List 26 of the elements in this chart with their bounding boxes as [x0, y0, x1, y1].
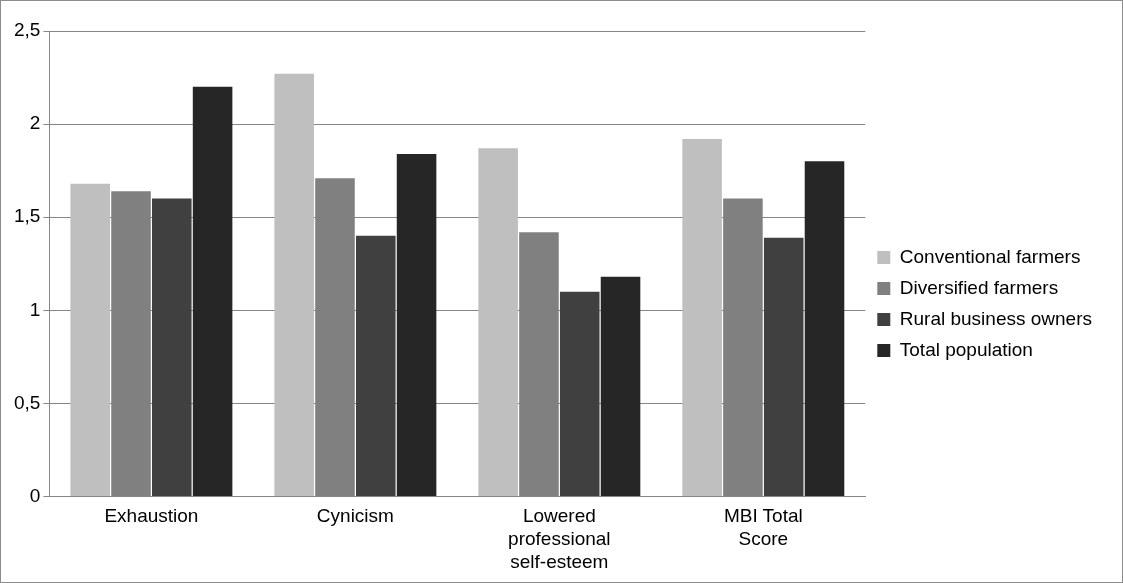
bar	[152, 198, 192, 497]
bar	[763, 237, 804, 497]
y-tick-label: 0	[29, 484, 41, 506]
legend-label: Total population	[899, 338, 1033, 360]
x-tick-label: Exhaustion	[104, 505, 199, 527]
bar	[274, 73, 314, 497]
bar	[355, 235, 396, 497]
bar	[804, 161, 845, 497]
legend-label: Conventional farmers	[899, 245, 1081, 267]
y-tick-label: 1,5	[13, 205, 41, 227]
x-tick-label: Lowered professional self-esteem	[508, 505, 611, 572]
bar	[559, 291, 600, 497]
y-tick-label: 2	[29, 112, 41, 134]
bar	[396, 153, 437, 497]
y-tick-label: 1	[29, 298, 41, 320]
legend-label: Diversified farmers	[899, 276, 1059, 298]
bar	[478, 148, 518, 497]
y-tick-label: 0,5	[13, 391, 41, 413]
x-tick-label: MBI Total Score	[723, 505, 803, 550]
x-tick-label: Cynicism	[316, 505, 394, 527]
bar	[682, 139, 722, 497]
bar	[600, 276, 641, 497]
bar	[192, 86, 233, 497]
bar	[70, 183, 110, 497]
y-tick-label: 2,5	[13, 19, 41, 41]
legend-label: Rural business owners	[899, 307, 1092, 329]
